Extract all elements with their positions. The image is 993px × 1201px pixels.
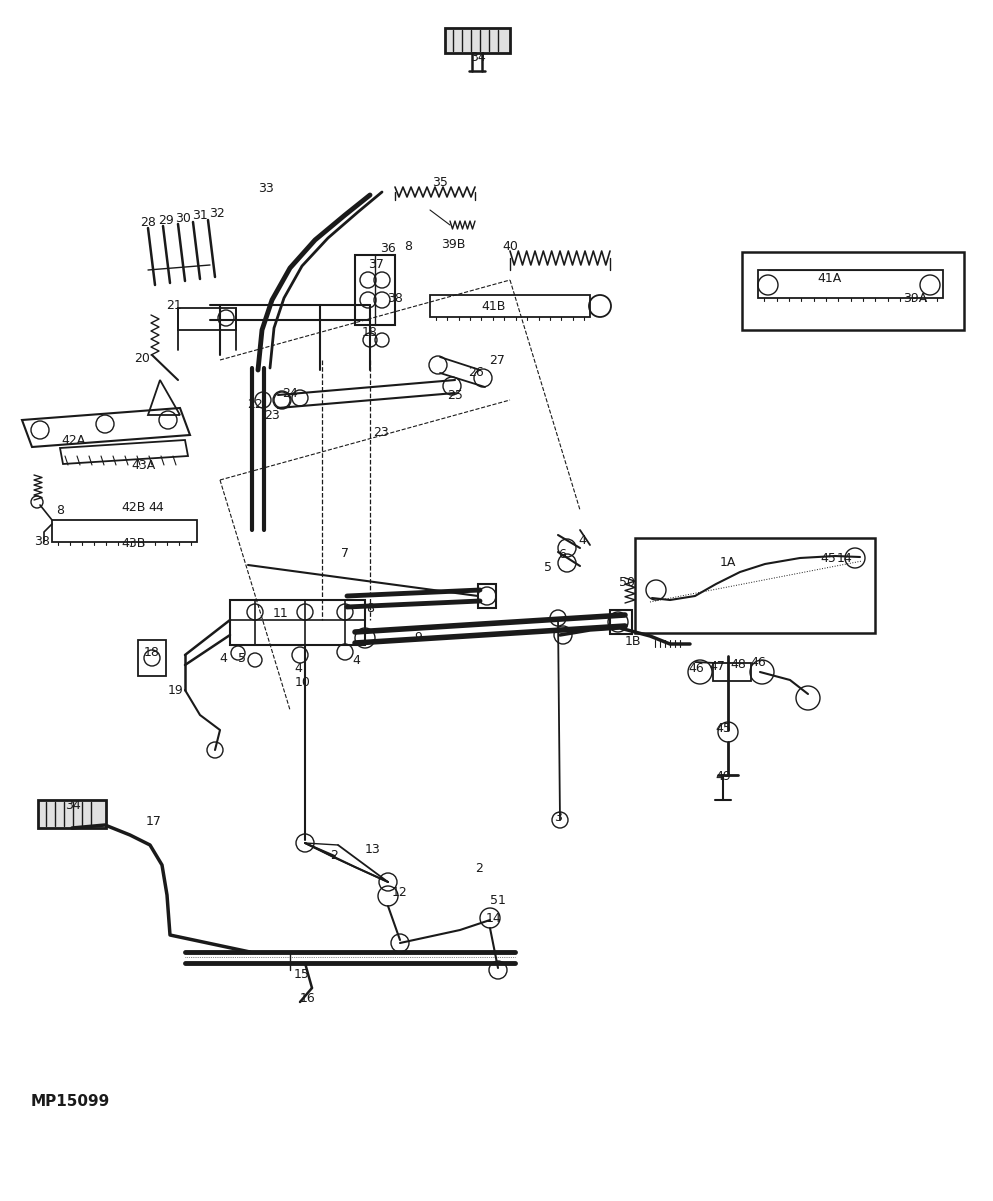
Text: 49: 49 [715,770,731,783]
Bar [38,800,106,827]
Text: 4: 4 [294,662,302,675]
Text: 45: 45 [715,722,731,735]
Text: 21: 21 [166,299,182,311]
Text: 7: 7 [341,546,349,560]
Bar [355,255,395,325]
Text: 16: 16 [300,992,316,1004]
Text: 28: 28 [140,215,156,228]
Bar [430,295,590,317]
Text: 4: 4 [219,651,227,664]
Text: 35: 35 [432,175,448,189]
Text: 46: 46 [688,662,704,675]
Text: 34: 34 [470,50,486,64]
Text: 48: 48 [730,657,746,670]
Text: 13: 13 [365,842,381,855]
Text: 25: 25 [447,388,463,401]
Text: 39A: 39A [903,292,927,305]
Text: 36: 36 [380,241,396,255]
Text: 17: 17 [146,814,162,827]
Bar [445,28,510,53]
Text: 37: 37 [368,257,384,270]
Text: 6: 6 [558,548,566,561]
Text: 24: 24 [282,387,298,400]
Text: 27: 27 [490,353,504,366]
Text: 8: 8 [56,503,64,516]
Text: 18: 18 [144,645,160,658]
Text: 40: 40 [502,239,518,252]
Text: 19: 19 [168,683,184,697]
Text: 23: 23 [373,425,389,438]
Text: 14: 14 [487,912,501,925]
Text: 12: 12 [392,885,408,898]
Text: 18: 18 [362,325,378,339]
Text: 22: 22 [247,398,263,411]
Text: 42A: 42A [61,434,85,447]
Text: 46: 46 [750,656,766,669]
Text: 20: 20 [134,352,150,364]
Text: 5: 5 [238,651,246,664]
Text: 23: 23 [264,408,280,422]
Text: 41A: 41A [818,271,842,285]
Text: 31: 31 [192,209,208,221]
Text: 14: 14 [837,551,853,564]
Bar [610,610,632,634]
Text: 10: 10 [295,675,311,688]
Text: 11: 11 [273,607,289,620]
Bar [178,307,236,330]
Text: 34: 34 [66,799,80,812]
Text: 5: 5 [544,561,552,574]
Text: 33: 33 [258,181,274,195]
Bar [635,538,875,633]
Text: 4: 4 [353,653,359,667]
Text: 50: 50 [619,575,635,588]
Text: 44: 44 [148,501,164,514]
Text: 29: 29 [158,214,174,227]
Bar [138,640,166,676]
Text: 51: 51 [491,894,506,907]
Text: 1B: 1B [625,634,641,647]
Text: 41B: 41B [482,299,506,312]
Bar [230,600,365,645]
Text: 4: 4 [578,533,586,546]
Text: 43A: 43A [132,459,156,472]
Text: 30: 30 [175,211,191,225]
Text: 38: 38 [34,534,50,548]
Text: 15: 15 [294,968,310,980]
Text: 39B: 39B [441,238,465,251]
Text: 38: 38 [387,292,403,305]
Text: 2: 2 [330,848,338,861]
Bar [478,584,496,608]
Text: 32: 32 [210,207,224,220]
Text: 9: 9 [414,631,422,644]
Bar [742,252,964,330]
Text: 43B: 43B [122,537,146,550]
Text: 47: 47 [709,659,725,673]
Bar [713,663,751,681]
Text: 8: 8 [404,239,412,252]
Text: 45: 45 [820,551,836,564]
Text: 3: 3 [554,811,562,824]
Bar [52,520,197,542]
Text: 1A: 1A [720,556,736,568]
Bar [758,270,943,298]
Text: 26: 26 [468,365,484,378]
Text: 2: 2 [475,861,483,874]
Text: 42B: 42B [122,501,146,514]
Text: MP15099: MP15099 [31,1094,109,1110]
Text: 8: 8 [366,602,374,615]
